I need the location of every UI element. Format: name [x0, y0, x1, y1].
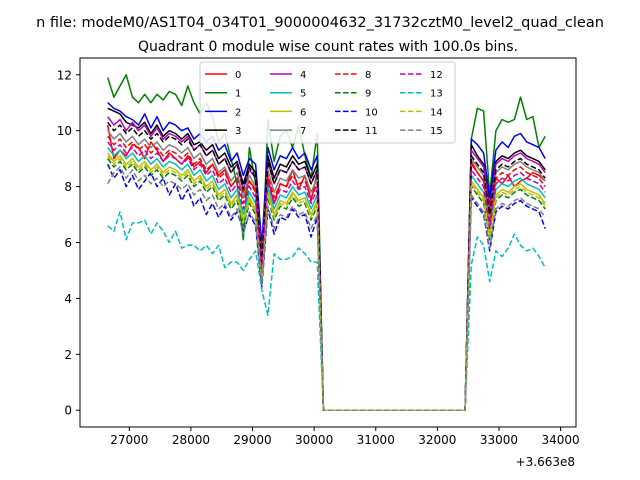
x-tick-label: 32000: [418, 433, 456, 447]
legend-label-14: 14: [430, 107, 443, 118]
y-tick-label: 6: [64, 236, 72, 250]
legend-label-12: 12: [430, 70, 443, 81]
x-tick-label: 27000: [110, 433, 148, 447]
plot-area: 27000 28000 29000 30000 31000 32000 33000 34000…: [57, 57, 580, 447]
x-tick-label: 34000: [542, 433, 580, 447]
legend-label-8: 8: [365, 70, 371, 81]
series-line-14: [107, 155, 546, 411]
legend-label-9: 9: [365, 89, 371, 100]
series-lines: [106, 74, 546, 411]
legend-label-15: 15: [430, 126, 443, 137]
y-tick-label: 4: [64, 292, 72, 306]
legend-label-6: 6: [300, 107, 306, 118]
series-line-8: [107, 135, 546, 411]
legend-label-3: 3: [235, 126, 241, 137]
x-tick-label: 30000: [295, 433, 333, 447]
legend-label-4: 4: [300, 70, 306, 81]
x-tick-label: 29000: [233, 433, 271, 447]
legend-label-7: 7: [300, 126, 306, 137]
y-tick-label: 0: [64, 404, 72, 418]
x-axis-offset-label: +3.663e8: [516, 455, 575, 469]
y-tick-label: 2: [64, 348, 72, 362]
x-tick-label: 28000: [172, 433, 210, 447]
legend-label-10: 10: [365, 107, 378, 118]
y-tick-label: 8: [64, 180, 72, 194]
legend-box: [199, 61, 456, 144]
x-tick-label: 31000: [357, 433, 395, 447]
chart-title: Quadrant 0 module wise count rates with …: [138, 39, 518, 55]
legend-label-11: 11: [365, 126, 378, 137]
series-line-15: [107, 166, 546, 411]
legend-label-13: 13: [430, 89, 443, 100]
x-tick-label: 33000: [480, 433, 518, 447]
y-tick-label: 12: [57, 68, 72, 82]
y-tick-label: 10: [57, 124, 72, 138]
series-line-11: [107, 121, 546, 411]
legend-label-5: 5: [300, 89, 306, 100]
legend-label-2: 2: [235, 107, 241, 118]
figure-suptitle: n file: modeM0/AS1T04_034T01_9000004632_…: [36, 15, 604, 31]
legend-label-0: 0: [235, 70, 241, 81]
legend-label-1: 1: [235, 89, 241, 100]
